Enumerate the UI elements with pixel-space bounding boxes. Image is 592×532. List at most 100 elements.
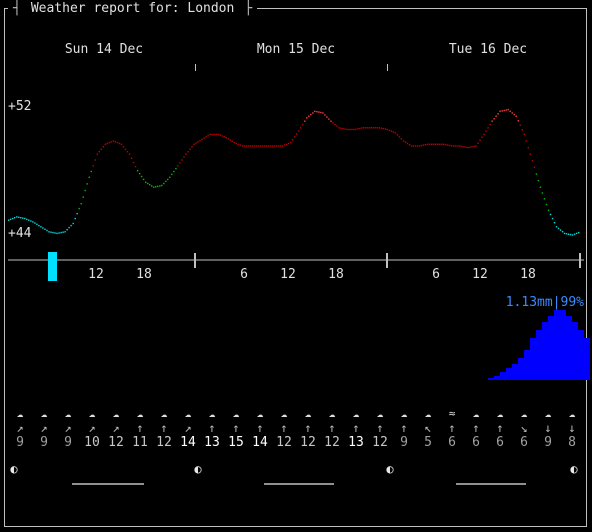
temperature-point [495,115,497,117]
temperature-point [549,213,552,216]
temperature-point [217,133,219,136]
temperature-point [557,227,560,230]
wind-speed-value: 6 [448,435,456,450]
temperature-point [336,125,338,127]
wind-speed-value: 15 [228,435,244,450]
y-axis-min-label: +44 [8,226,32,241]
temperature-point [235,142,237,145]
temperature-point [459,145,461,147]
temperature-point [316,111,318,113]
moon-icon: ◐ [570,462,578,476]
temperature-point [555,226,558,228]
temperature-point [439,143,441,145]
temperature-point [418,145,421,147]
precipitation-bar [494,376,500,380]
temperature-point [414,145,417,147]
wind-speed-value: 12 [372,435,388,450]
temperature-point [497,113,499,115]
temperature-point [328,118,330,120]
temperature-point [431,143,433,145]
temperature-point [227,138,229,140]
temperature-point [537,179,540,182]
temperature-point [507,108,509,111]
temperature-point [360,127,362,129]
temperature-point [376,127,378,129]
temperature-point [197,141,199,143]
wind-speed-value: 8 [568,435,576,450]
temperature-point [453,145,455,147]
wind-speed-value: 10 [84,435,100,450]
temperature-point [157,185,159,188]
day-label-1: Sun 14 Dec [64,42,144,57]
temperature-point [551,217,554,220]
temperature-point [193,143,195,145]
temperature-point [68,226,70,229]
temperature-point [52,231,54,234]
temperature-point [124,148,127,150]
temperature-point [471,146,473,148]
wind-direction-icon: ↑ [448,421,456,435]
temperature-point [578,231,580,234]
temperature-point [445,144,447,146]
temperature-point [513,113,515,116]
temperature-point [541,192,544,194]
temperature-point [22,217,24,219]
temperature-point [467,146,469,149]
temperature-point [84,189,86,192]
precipitation-bar [506,368,512,380]
moon-icon: ◐ [386,462,394,476]
precipitation-bar [584,338,590,380]
temperature-point [326,116,328,118]
temperature-point [66,229,68,231]
weather-condition-icon: ☁ [112,407,120,420]
temperature-point [273,145,276,147]
temperature-point [96,153,98,155]
temperature-point [428,143,431,145]
wind-direction-icon: ↗ [184,421,192,435]
precipitation-bar [530,338,536,380]
wind-direction-icon: ↑ [472,421,480,435]
weather-condition-icon: ☁ [88,407,96,420]
temperature-point [219,134,221,136]
temperature-point [30,220,32,222]
weather-condition-icon: ☁ [304,407,312,420]
temperature-point [535,173,538,175]
temperature-point [128,153,131,155]
temperature-point [171,173,173,176]
temperature-point [213,133,215,136]
temperature-point [26,218,28,221]
weather-condition-icon: ☁ [184,407,192,420]
temperature-point [344,128,346,130]
weather-condition-icon: ☁ [352,407,360,420]
temperature-point [380,127,382,129]
temperature-point [509,110,511,112]
temperature-point [574,233,576,235]
precipitation-bar [536,330,542,380]
temperature-point [565,233,568,235]
weather-condition-icon: ☁ [472,407,480,420]
wind-speed-value: 6 [472,435,480,450]
weather-condition-icon: ☁ [16,407,24,420]
temperature-point [203,137,205,139]
weather-condition-icon: ☁ [568,407,576,420]
temperature-point [163,182,165,185]
weather-condition-icon: ☁ [424,407,432,420]
temperature-point [292,139,294,141]
temperature-point [78,207,80,210]
temperature-point [153,186,155,188]
wind-direction-icon: ↑ [304,421,312,435]
temperature-point [28,219,30,221]
temperature-point [483,133,485,136]
temperature-point [356,128,358,130]
temperature-point [294,136,296,138]
temperature-point [16,216,18,218]
temperature-point [72,222,74,225]
temperature-point [493,118,495,120]
temperature-point [310,113,312,116]
temperature-point [481,136,483,138]
wind-direction-icon: ↖ [424,421,432,435]
temperature-point [62,231,64,233]
temperature-point [134,165,137,168]
wind-speed-value: 13 [348,435,364,450]
temperature-point [424,144,427,146]
